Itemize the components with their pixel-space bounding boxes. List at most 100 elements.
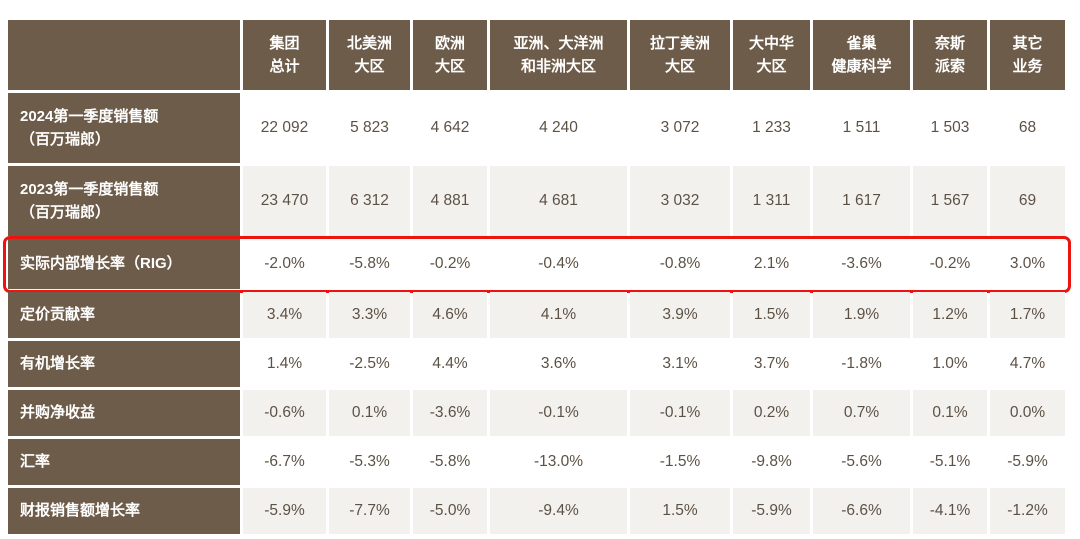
value-cell: -6.6% bbox=[813, 488, 910, 534]
value-cell: 4.6% bbox=[413, 292, 487, 338]
value-cell: 3.6% bbox=[490, 341, 627, 387]
value-cell: 1.7% bbox=[990, 292, 1065, 338]
value-cell: 4.1% bbox=[490, 292, 627, 338]
table-row: 财报销售额增长率 -5.9% -7.7% -5.0% -9.4% 1.5% -5.9% -6.… bbox=[8, 488, 1065, 534]
value-cell: 0.2% bbox=[733, 390, 810, 436]
value-cell: -9.4% bbox=[490, 488, 627, 534]
column-header: 拉丁美洲 大区 bbox=[630, 20, 730, 90]
value-cell: 3.3% bbox=[329, 292, 410, 338]
value-cell: -5.8% bbox=[413, 439, 487, 485]
financial-results-table: 集团 总计 北美洲 大区 欧洲 大区 亚洲、大洋洲 和非洲大区 拉丁美洲 大区 大中华 大… bbox=[3, 20, 1071, 534]
value-cell: 1.5% bbox=[733, 292, 810, 338]
value-cell: 22 092 bbox=[243, 93, 326, 163]
row-label: 有机增长率 bbox=[8, 341, 240, 387]
value-cell: 4.7% bbox=[990, 341, 1065, 387]
value-cell: 5 823 bbox=[329, 93, 410, 163]
value-cell: -4.1% bbox=[913, 488, 987, 534]
value-cell: -2.0% bbox=[243, 239, 326, 289]
value-cell: 4.4% bbox=[413, 341, 487, 387]
value-cell: -0.2% bbox=[913, 239, 987, 289]
value-cell: 0.7% bbox=[813, 390, 910, 436]
table-row: 定价贡献率 3.4% 3.3% 4.6% 4.1% 3.9% 1.5% 1.9% 1.2% 1.7… bbox=[8, 292, 1065, 338]
value-cell: -0.8% bbox=[630, 239, 730, 289]
value-cell: -1.2% bbox=[990, 488, 1065, 534]
value-cell: 3 032 bbox=[630, 166, 730, 236]
value-cell: 3 072 bbox=[630, 93, 730, 163]
value-cell: -5.3% bbox=[329, 439, 410, 485]
column-header: 欧洲 大区 bbox=[413, 20, 487, 90]
value-cell: 1.0% bbox=[913, 341, 987, 387]
table-row: 实际内部增长率（RIG） -2.0% -5.8% -0.2% -0.4% -0.8% 2.1… bbox=[3, 236, 1071, 293]
value-cell: 4 681 bbox=[490, 166, 627, 236]
row-label: 定价贡献率 bbox=[8, 292, 240, 338]
value-cell: 0.0% bbox=[990, 390, 1065, 436]
value-cell: 3.7% bbox=[733, 341, 810, 387]
table-row: 2023第一季度销售额 （百万瑞郎） 23 470 6 312 4 881 4 681 3… bbox=[8, 166, 1065, 236]
value-cell: 1.4% bbox=[243, 341, 326, 387]
value-cell: 69 bbox=[990, 166, 1065, 236]
value-cell: -5.0% bbox=[413, 488, 487, 534]
value-cell: 1 511 bbox=[813, 93, 910, 163]
column-header: 奈斯 派索 bbox=[913, 20, 987, 90]
column-header: 大中华 大区 bbox=[733, 20, 810, 90]
value-cell: -0.4% bbox=[490, 239, 627, 289]
value-cell: -5.6% bbox=[813, 439, 910, 485]
row-label: 2023第一季度销售额 （百万瑞郎） bbox=[8, 166, 240, 236]
value-cell: -5.1% bbox=[913, 439, 987, 485]
value-cell: 1.5% bbox=[630, 488, 730, 534]
header-row: 集团 总计 北美洲 大区 欧洲 大区 亚洲、大洋洲 和非洲大区 拉丁美洲 大区 大中华 大… bbox=[8, 20, 1065, 90]
column-header: 亚洲、大洋洲 和非洲大区 bbox=[490, 20, 627, 90]
value-cell: -5.9% bbox=[990, 439, 1065, 485]
value-cell: 3.4% bbox=[243, 292, 326, 338]
value-cell: 4 881 bbox=[413, 166, 487, 236]
table-row: 2024第一季度销售额 （百万瑞郎） 22 092 5 823 4 642 4 240 3… bbox=[8, 93, 1065, 163]
table-row: 汇率 -6.7% -5.3% -5.8% -13.0% -1.5% -9.8% -5.6% -5… bbox=[8, 439, 1065, 485]
value-cell: 4 240 bbox=[490, 93, 627, 163]
value-cell: -0.1% bbox=[490, 390, 627, 436]
value-cell: 4 642 bbox=[413, 93, 487, 163]
table-row: 并购净收益 -0.6% 0.1% -3.6% -0.1% -0.1% 0.2% 0.7% 0.1… bbox=[8, 390, 1065, 436]
value-cell: -6.7% bbox=[243, 439, 326, 485]
value-cell: 1.9% bbox=[813, 292, 910, 338]
value-cell: 0.1% bbox=[329, 390, 410, 436]
value-cell: 6 312 bbox=[329, 166, 410, 236]
value-cell: -1.5% bbox=[630, 439, 730, 485]
value-cell: -1.8% bbox=[813, 341, 910, 387]
row-label: 财报销售额增长率 bbox=[8, 488, 240, 534]
value-cell: -0.6% bbox=[243, 390, 326, 436]
value-cell: 68 bbox=[990, 93, 1065, 163]
value-cell: -5.8% bbox=[329, 239, 410, 289]
value-cell: -0.1% bbox=[630, 390, 730, 436]
value-cell: 1 567 bbox=[913, 166, 987, 236]
column-header: 北美洲 大区 bbox=[329, 20, 410, 90]
row-label: 并购净收益 bbox=[8, 390, 240, 436]
corner-cell bbox=[8, 20, 240, 90]
value-cell: 3.0% bbox=[990, 239, 1065, 289]
row-label: 实际内部增长率（RIG） bbox=[8, 239, 240, 289]
value-cell: -0.2% bbox=[413, 239, 487, 289]
value-cell: -9.8% bbox=[733, 439, 810, 485]
value-cell: 1 617 bbox=[813, 166, 910, 236]
column-header: 其它 业务 bbox=[990, 20, 1065, 90]
value-cell: 2.1% bbox=[733, 239, 810, 289]
value-cell: -3.6% bbox=[813, 239, 910, 289]
value-cell: 1 503 bbox=[913, 93, 987, 163]
row-label: 2024第一季度销售额 （百万瑞郎） bbox=[8, 93, 240, 163]
value-cell: 0.1% bbox=[913, 390, 987, 436]
value-cell: 23 470 bbox=[243, 166, 326, 236]
value-cell: 1.2% bbox=[913, 292, 987, 338]
value-cell: -7.7% bbox=[329, 488, 410, 534]
value-cell: 3.9% bbox=[630, 292, 730, 338]
value-cell: 1 233 bbox=[733, 93, 810, 163]
value-cell: -5.9% bbox=[243, 488, 326, 534]
column-header: 雀巢 健康科学 bbox=[813, 20, 910, 90]
value-cell: -3.6% bbox=[413, 390, 487, 436]
value-cell: -5.9% bbox=[733, 488, 810, 534]
table-row: 有机增长率 1.4% -2.5% 4.4% 3.6% 3.1% 3.7% -1.8% 1.0% 4… bbox=[8, 341, 1065, 387]
value-cell: 3.1% bbox=[630, 341, 730, 387]
value-cell: 1 311 bbox=[733, 166, 810, 236]
column-header: 集团 总计 bbox=[243, 20, 326, 90]
value-cell: -2.5% bbox=[329, 341, 410, 387]
value-cell: -13.0% bbox=[490, 439, 627, 485]
row-label: 汇率 bbox=[8, 439, 240, 485]
